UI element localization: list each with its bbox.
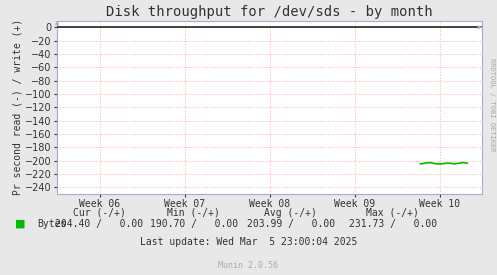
Text: Munin 2.0.56: Munin 2.0.56 bbox=[219, 261, 278, 270]
Text: Last update: Wed Mar  5 23:00:04 2025: Last update: Wed Mar 5 23:00:04 2025 bbox=[140, 237, 357, 247]
Y-axis label: Pr second read (-) / write (+): Pr second read (-) / write (+) bbox=[12, 19, 22, 195]
Text: Min (-/+): Min (-/+) bbox=[167, 208, 220, 218]
Text: RRDTOOL / TOBI OETIKER: RRDTOOL / TOBI OETIKER bbox=[489, 58, 495, 151]
Text: ■: ■ bbox=[15, 219, 25, 229]
Title: Disk throughput for /dev/sds - by month: Disk throughput for /dev/sds - by month bbox=[106, 6, 433, 20]
Text: Max (-/+): Max (-/+) bbox=[366, 208, 419, 218]
Text: Cur (-/+): Cur (-/+) bbox=[73, 208, 126, 218]
Text: 190.70 /   0.00: 190.70 / 0.00 bbox=[150, 219, 238, 229]
Text: 204.40 /   0.00: 204.40 / 0.00 bbox=[55, 219, 144, 229]
Text: Bytes: Bytes bbox=[37, 219, 67, 229]
Text: 231.73 /   0.00: 231.73 / 0.00 bbox=[348, 219, 437, 229]
Text: 203.99 /   0.00: 203.99 / 0.00 bbox=[247, 219, 335, 229]
Text: Avg (-/+): Avg (-/+) bbox=[264, 208, 317, 218]
